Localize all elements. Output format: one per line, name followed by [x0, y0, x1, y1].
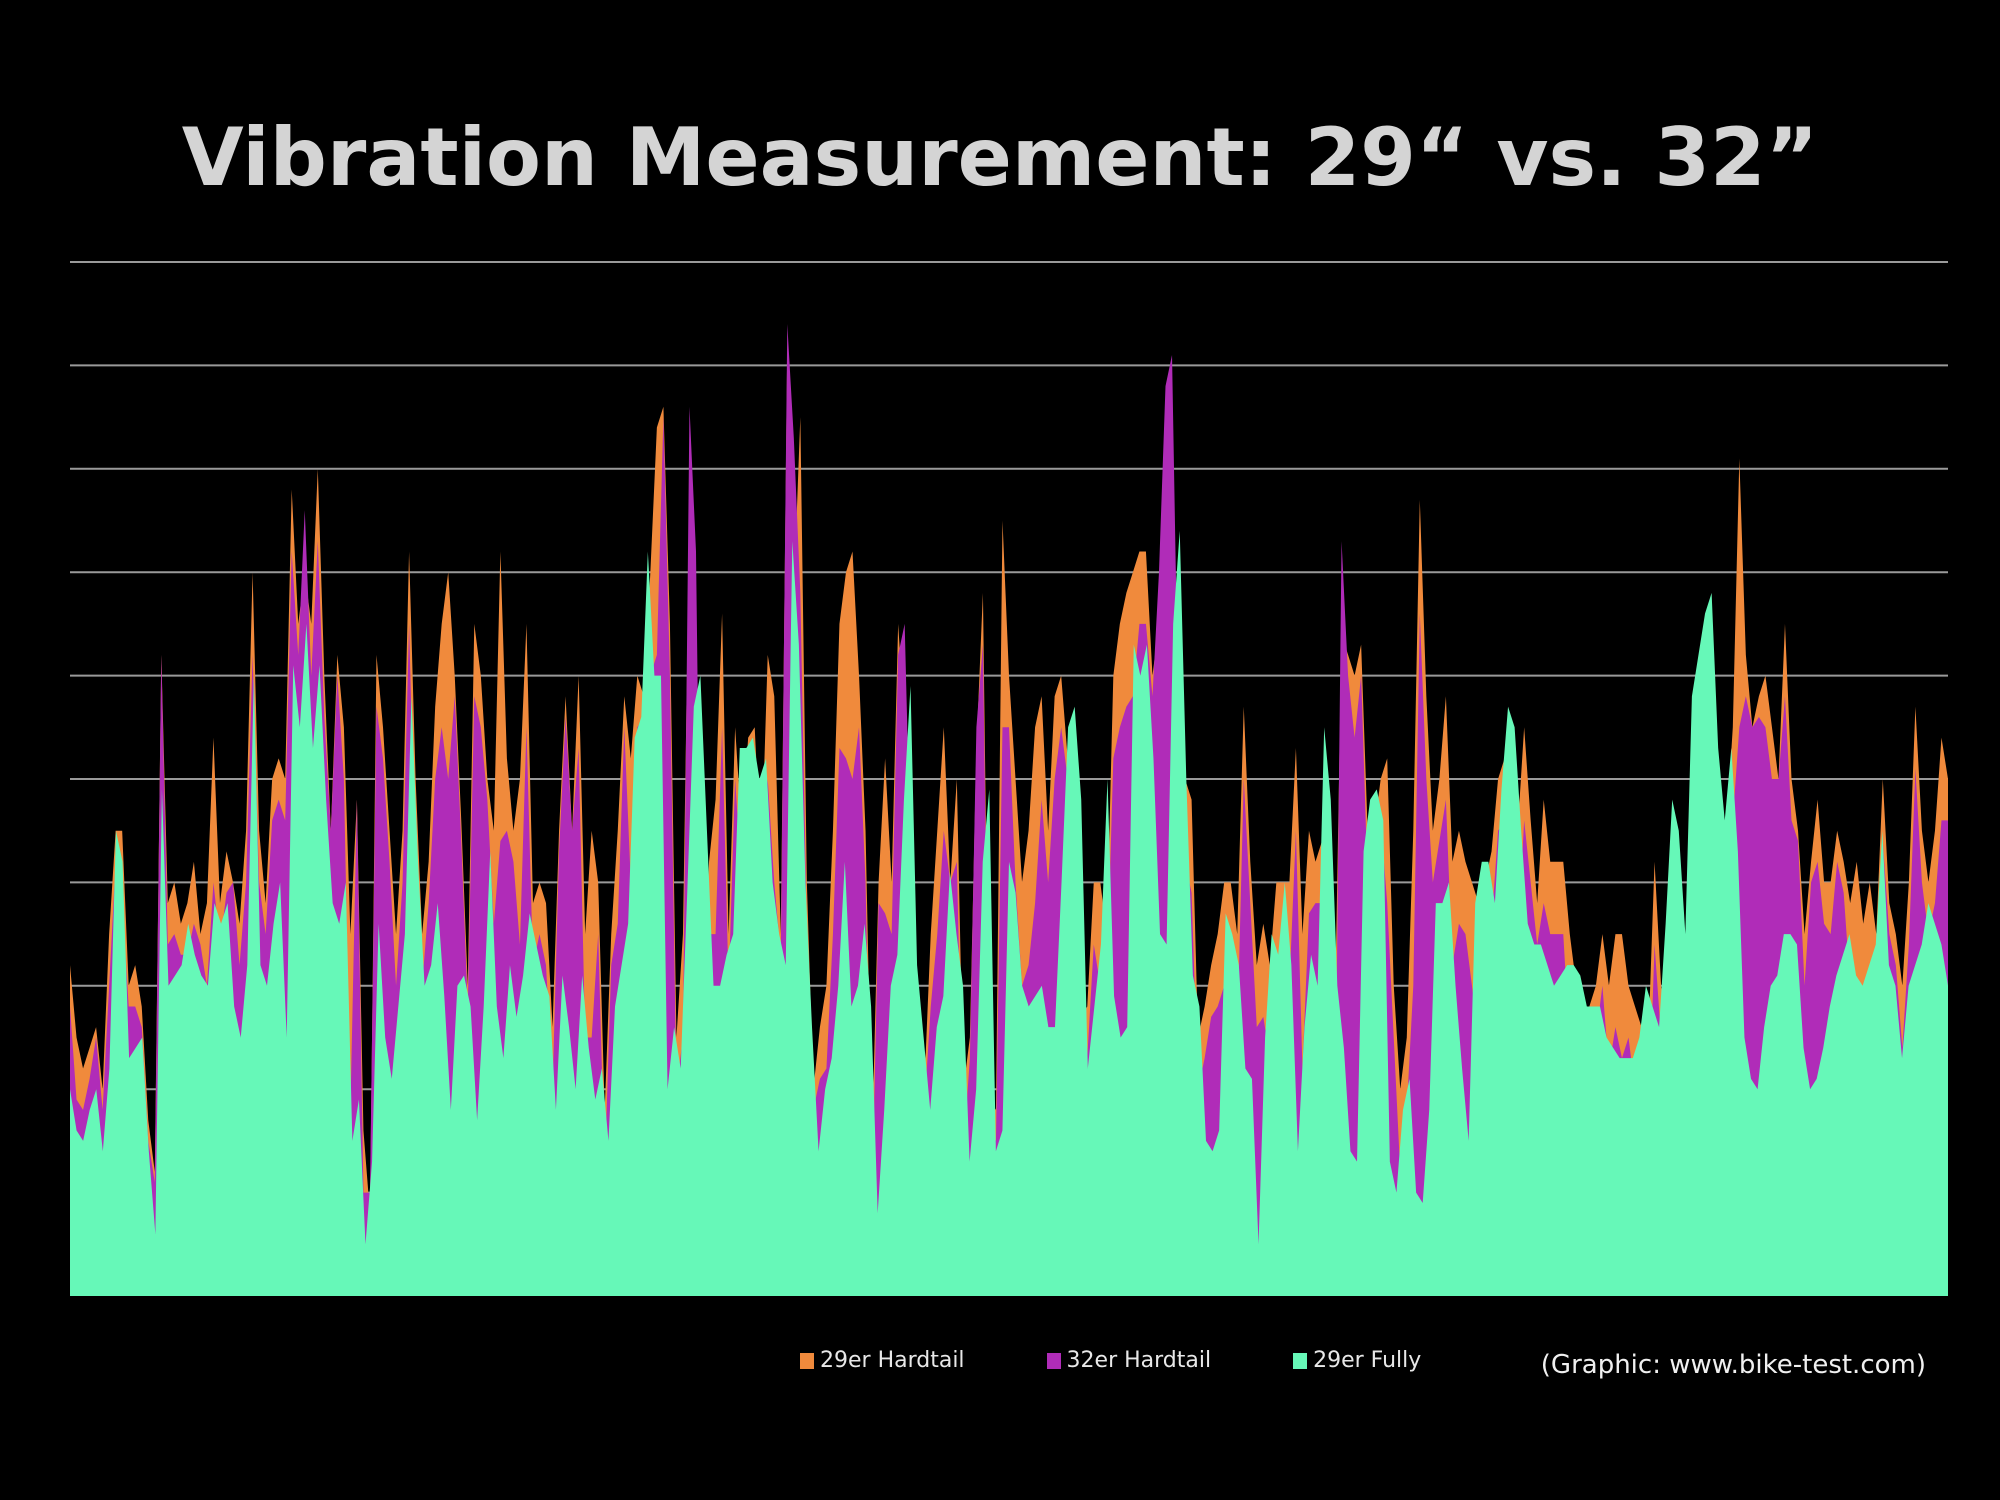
legend-label-32er-hardtail: 32er Hardtail: [1066, 1348, 1212, 1373]
legend-label-29er-fully: 29er Fully: [1313, 1348, 1422, 1373]
area-series: [70, 324, 1948, 1297]
legend-item-29er-hardtail: 29er Hardtail: [800, 1348, 965, 1373]
legend: 29er Hardtail 32er Hardtail 29er Fully: [800, 1348, 1421, 1373]
legend-swatch-29er-hardtail: [800, 1352, 814, 1369]
graphic-credit: (Graphic: www.bike-test.com): [1540, 1350, 1926, 1380]
legend-item-32er-hardtail: 32er Hardtail: [1046, 1348, 1212, 1373]
legend-label-29er-hardtail: 29er Hardtail: [820, 1348, 965, 1373]
legend-item-29er-fully: 29er Fully: [1293, 1348, 1421, 1373]
chart-title: Vibration Measurement: 29“ vs. 32”: [181, 111, 1819, 204]
area-29er-fully: [70, 530, 1948, 1296]
legend-swatch-32er-hardtail: [1046, 1352, 1061, 1369]
legend-swatch-29er-fully: [1293, 1352, 1308, 1369]
